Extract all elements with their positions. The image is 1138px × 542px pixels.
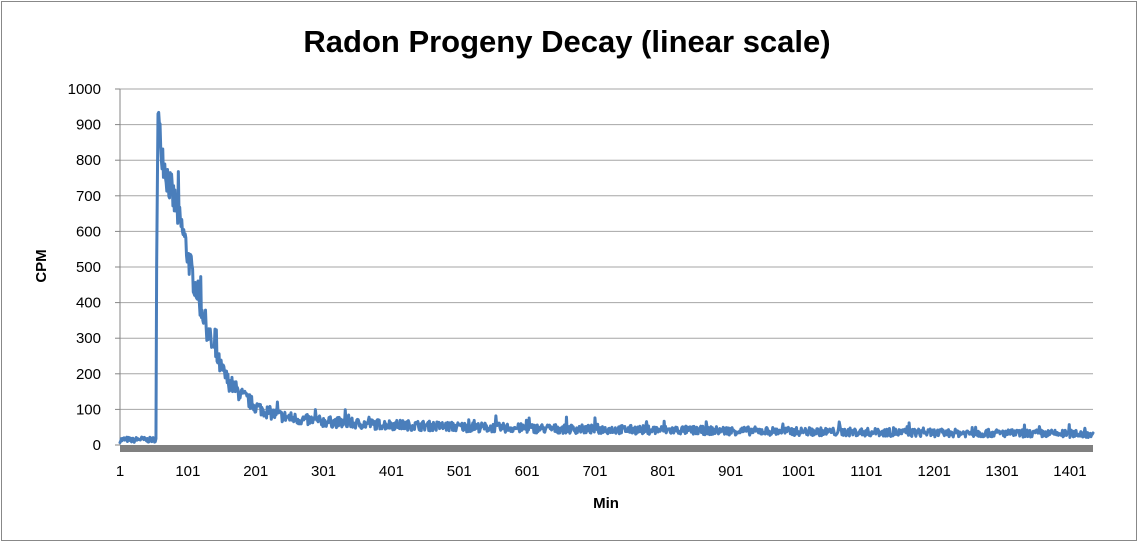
y-tick-label: 200 — [76, 366, 101, 383]
x-tick-label: 901 — [718, 463, 743, 480]
series-layer — [118, 110, 1095, 445]
y-axis-title: CPM — [33, 249, 50, 282]
y-tick-label: 100 — [76, 401, 101, 418]
x-tick-label: 1201 — [918, 463, 951, 480]
x-tick-label: 1001 — [782, 463, 815, 480]
x-tick-label: 1 — [116, 463, 124, 480]
y-tick-label: 800 — [76, 152, 101, 169]
y-tick-label: 600 — [76, 223, 101, 240]
x-tick-label: 1301 — [985, 463, 1018, 480]
y-tick-label: 0 — [93, 437, 101, 454]
y-tick-label: 500 — [76, 259, 101, 276]
x-axis-line — [120, 445, 1093, 452]
y-tick-label: 400 — [76, 295, 101, 312]
x-tick-label: 501 — [447, 463, 472, 480]
y-tick-label: 300 — [76, 330, 101, 347]
y-tick-label: 1000 — [68, 81, 101, 98]
chart-title: Radon Progeny Decay (linear scale) — [303, 24, 830, 59]
x-tick-label: 401 — [379, 463, 404, 480]
x-tick-label: 601 — [515, 463, 540, 480]
x-tick-label: 701 — [582, 463, 607, 480]
y-tick-label: 900 — [76, 117, 101, 134]
y-tick-label: 700 — [76, 188, 101, 205]
x-tick-label: 1401 — [1053, 463, 1086, 480]
x-tick-label: 101 — [175, 463, 200, 480]
x-tick-label: 201 — [243, 463, 268, 480]
x-axis-title: Min — [593, 495, 619, 512]
series-line — [118, 110, 1095, 445]
y-axis-ticks: 0 100 200 300 400 500 600 700 800 900 1000 — [68, 81, 120, 454]
x-tick-label: 801 — [650, 463, 675, 480]
x-tick-label: 301 — [311, 463, 336, 480]
x-tick-label: 1101 — [850, 463, 882, 480]
x-axis-ticks: 1 101 201 301 401 501 601 701 801 901 1001 1101 1201… — [116, 463, 1087, 480]
gridlines — [119, 88, 1093, 452]
